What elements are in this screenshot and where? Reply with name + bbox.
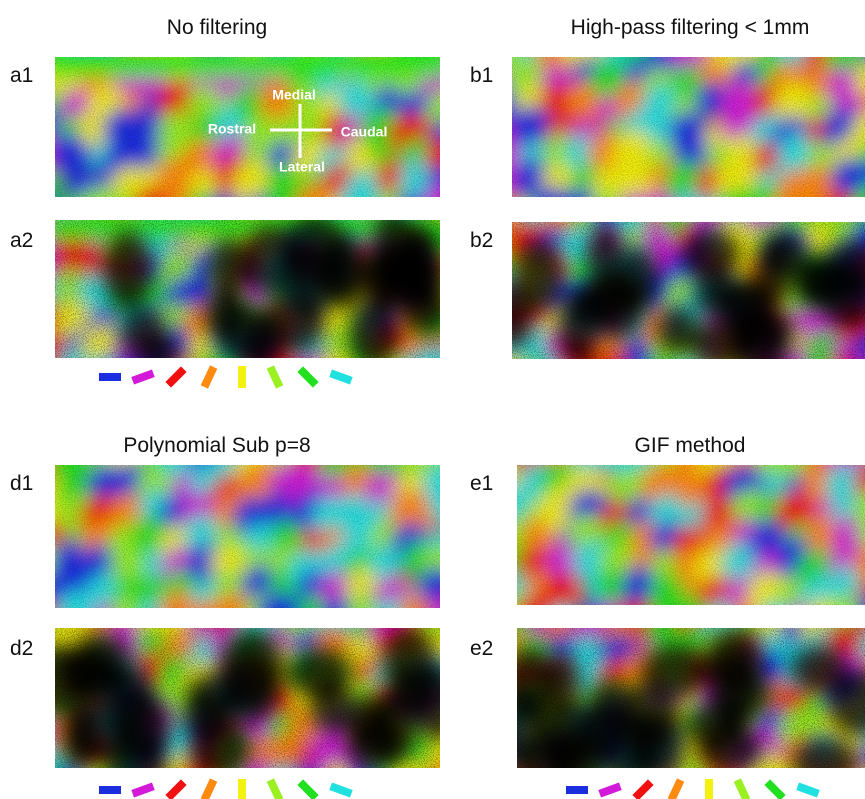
orientation-key <box>329 782 352 797</box>
annotation: Medial <box>272 87 316 103</box>
orientation-map <box>25 600 467 799</box>
map-noise <box>55 628 440 768</box>
panel-label: e2 <box>470 637 493 660</box>
map-blob <box>353 363 387 397</box>
panel-title: No filtering <box>167 16 267 39</box>
orientation-map <box>481 26 865 238</box>
panel-title: GIF method <box>635 434 746 457</box>
map-noise <box>55 220 440 358</box>
map-blob <box>536 360 577 401</box>
orientation-key <box>566 786 588 794</box>
orientation-key <box>238 366 246 388</box>
orientation-key <box>297 779 318 799</box>
panel-label: b2 <box>470 229 493 252</box>
orientation-key <box>267 778 284 799</box>
annotation: Caudal <box>341 124 388 140</box>
map-blob <box>29 362 64 397</box>
orientation-key <box>201 365 218 388</box>
map-blob <box>54 763 93 799</box>
orientation-key <box>329 369 352 384</box>
orientation-key <box>131 369 154 384</box>
map-blob <box>858 764 865 797</box>
map-blob <box>525 356 557 388</box>
orientation-key <box>764 779 785 799</box>
map-blob <box>669 359 712 402</box>
orientation-key <box>297 366 318 387</box>
map-blob <box>856 358 865 394</box>
panel-title: Polynomial Sub p=8 <box>123 434 310 457</box>
map-noise <box>512 222 865 359</box>
map-blob <box>191 355 238 402</box>
orientation-key <box>165 366 186 387</box>
orientation-key <box>734 778 751 799</box>
map-noise <box>517 628 865 768</box>
orientation-map <box>29 434 466 645</box>
maps <box>22 25 865 799</box>
panel-label: d2 <box>10 637 33 660</box>
map-blob <box>218 765 255 799</box>
map-blob <box>727 355 763 391</box>
map-noise <box>517 465 865 605</box>
orientation-key <box>99 786 121 794</box>
panel-label: a1 <box>10 64 33 87</box>
map-blob <box>828 355 865 396</box>
map-blob <box>642 358 688 404</box>
orientation-key <box>131 782 154 797</box>
map-blob <box>26 765 67 799</box>
map-noise <box>512 57 865 197</box>
orientation-map <box>486 189 865 404</box>
orientation-key <box>201 778 218 799</box>
map-blob <box>293 352 337 396</box>
map-blob <box>593 763 633 799</box>
orientation-key <box>705 779 713 799</box>
map-blob <box>745 355 783 393</box>
orientation-key <box>99 373 121 381</box>
orientation-key <box>796 782 819 797</box>
orientation-key <box>165 779 186 799</box>
orientation-map <box>29 194 464 401</box>
annotation: Lateral <box>279 159 325 175</box>
orientation-key <box>238 779 246 799</box>
orientation-key <box>267 365 284 388</box>
orientation-key <box>668 778 685 799</box>
orientation-map <box>484 434 865 644</box>
panel-label: d1 <box>10 472 33 495</box>
map-blob <box>486 354 531 399</box>
map-blob <box>493 763 535 799</box>
annotation: Rostral <box>208 121 256 137</box>
panel-title: High-pass filtering < 1mm <box>571 16 810 39</box>
panel-label: b1 <box>470 64 493 87</box>
orientation-key <box>598 782 621 797</box>
orientation-key <box>632 779 653 799</box>
panel-label: a2 <box>10 229 33 252</box>
map-noise <box>55 465 440 608</box>
panel-label: e1 <box>470 472 493 495</box>
map-blob <box>699 358 734 393</box>
orientation-map <box>486 598 865 799</box>
figure: No filtering High-pass filtering < 1mm P… <box>0 0 865 799</box>
